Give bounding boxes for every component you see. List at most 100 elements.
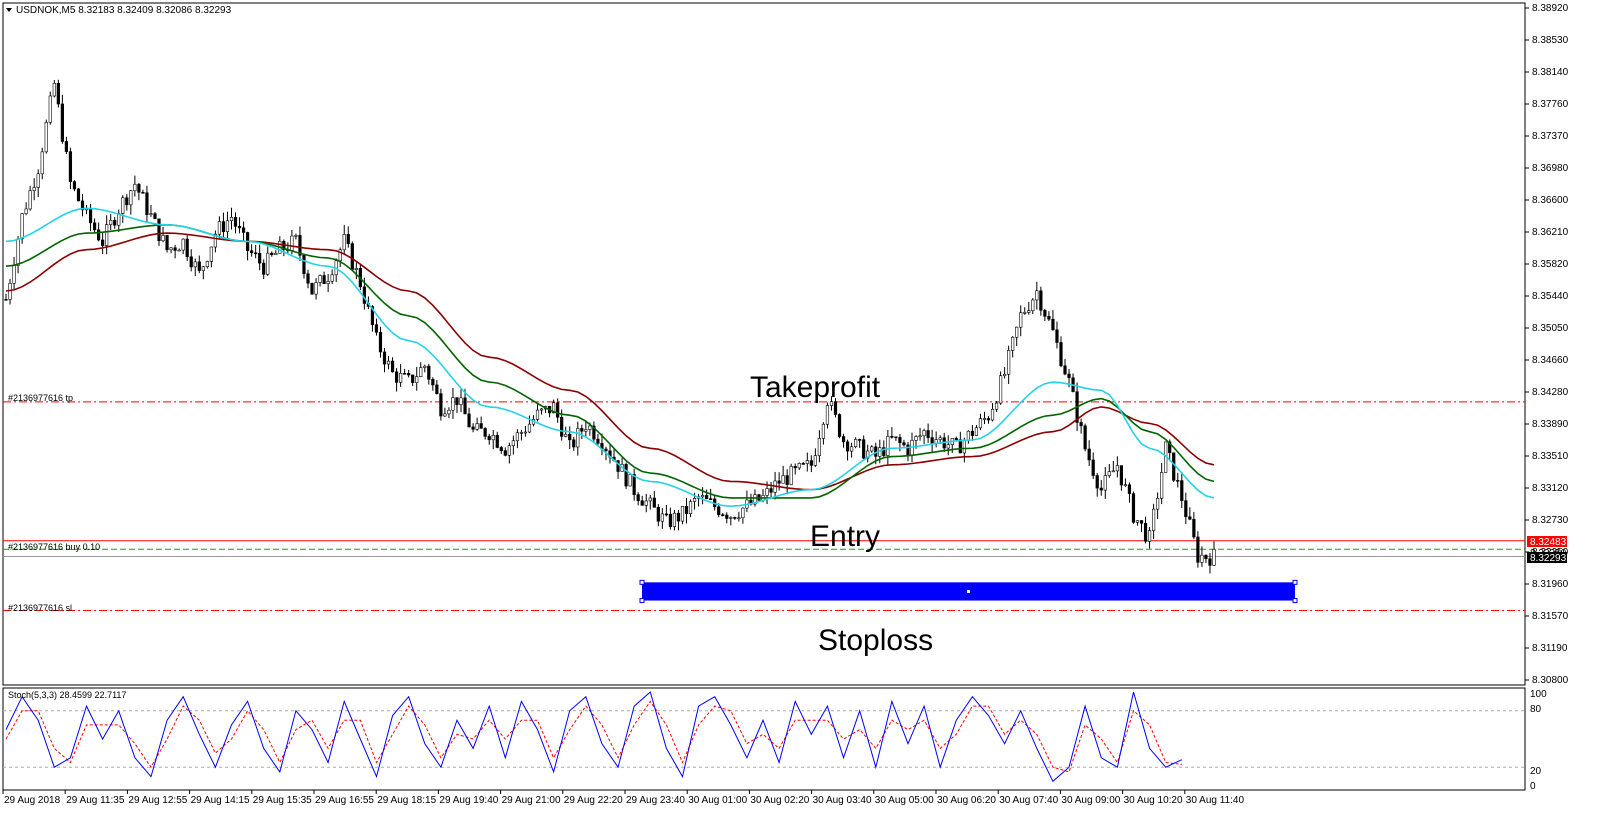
candle-body xyxy=(459,397,463,405)
time-tick-label: 29 Aug 21:00 xyxy=(502,795,561,806)
candle-body xyxy=(229,217,234,222)
candle-body xyxy=(978,418,983,429)
candle-body xyxy=(201,266,205,271)
candle-body xyxy=(564,433,568,437)
candle-body xyxy=(1035,290,1039,301)
candle-body xyxy=(825,405,830,425)
candle-body xyxy=(701,495,705,498)
candle-body xyxy=(809,460,813,466)
rectangle-handle[interactable] xyxy=(639,598,645,604)
candle-body xyxy=(1023,312,1027,314)
price-tick-label: 8.33890 xyxy=(1532,419,1569,430)
candle-body xyxy=(161,235,165,242)
time-tick-label: 30 Aug 11:40 xyxy=(1186,795,1245,806)
candle-body xyxy=(394,371,399,383)
candle-body xyxy=(684,505,689,515)
candle-body xyxy=(523,431,528,434)
candle-body xyxy=(1079,422,1083,427)
stoch-level-100: 100 xyxy=(1530,689,1547,700)
candle-body xyxy=(362,286,366,304)
candle-body xyxy=(882,447,886,456)
collapse-triangle-icon[interactable] xyxy=(6,8,12,12)
candle-body xyxy=(213,233,217,248)
time-tick-label: 29 Aug 23:40 xyxy=(626,795,685,806)
candle-body xyxy=(443,413,447,417)
candle-body xyxy=(467,413,471,428)
price-tick-label: 8.34660 xyxy=(1532,355,1569,366)
candle-body xyxy=(753,494,757,505)
candle-body xyxy=(648,497,652,502)
candle-body xyxy=(793,466,797,469)
rectangle-handle[interactable] xyxy=(1292,598,1298,604)
candle-body xyxy=(370,306,375,325)
candle-body xyxy=(165,235,169,251)
candle-body xyxy=(894,436,898,439)
candle-body xyxy=(350,243,354,270)
entry-price-tag-bg xyxy=(1527,536,1567,547)
time-tick-label: 29 Aug 16:55 xyxy=(315,795,374,806)
candle-body xyxy=(962,440,966,454)
candle-body xyxy=(515,432,519,442)
candle-body xyxy=(487,436,491,441)
candle-body xyxy=(777,480,781,484)
candle-body xyxy=(1188,516,1192,520)
candle-body xyxy=(125,197,129,206)
price-tick-label: 8.36210 xyxy=(1532,227,1569,238)
candle-body xyxy=(314,282,318,295)
candle-body xyxy=(974,427,979,436)
candle-body xyxy=(688,501,693,515)
price-axis: 8.38920 8.38530 8.38140 8.37760 8.37370 8.369… xyxy=(1525,3,1569,686)
candle-body xyxy=(177,249,181,252)
candle-body xyxy=(644,500,648,506)
candle-body xyxy=(354,268,358,270)
rectangle-handle[interactable] xyxy=(639,579,645,585)
candle-body xyxy=(1027,310,1031,313)
stop-zone[interactable] xyxy=(639,579,1298,604)
candle-body xyxy=(870,446,874,452)
candle-body xyxy=(1160,472,1164,499)
candle-body xyxy=(491,434,495,441)
candle-body xyxy=(105,224,109,246)
candle-body xyxy=(938,437,942,440)
candle-body xyxy=(672,512,677,527)
candle-body xyxy=(270,252,274,256)
candle-body xyxy=(640,500,644,506)
candle-body xyxy=(858,439,862,441)
candle-body xyxy=(966,430,970,441)
candle-body xyxy=(399,373,403,383)
candle-body xyxy=(898,437,902,443)
candle-body xyxy=(970,430,974,436)
candle-body xyxy=(185,238,189,258)
candle-body xyxy=(193,261,197,268)
candle-body xyxy=(1063,365,1067,375)
candle-body xyxy=(568,433,572,441)
current-price-tag-bg xyxy=(1527,552,1567,563)
candle-body xyxy=(958,439,962,454)
candle-body xyxy=(133,183,137,192)
candle-body xyxy=(592,425,596,440)
candle-body xyxy=(1176,480,1180,482)
candle-body xyxy=(1007,350,1011,375)
candle-body xyxy=(580,428,584,432)
time-tick-label: 29 Aug 19:40 xyxy=(439,795,498,806)
candle-body xyxy=(906,444,910,456)
candle-body xyxy=(145,192,149,215)
candle-body xyxy=(805,460,809,464)
rectangle-handle[interactable] xyxy=(1292,579,1298,585)
rectangle-handle[interactable] xyxy=(966,588,971,594)
candle-body xyxy=(721,514,725,516)
candle-body xyxy=(729,517,733,519)
candle-body xyxy=(849,446,854,452)
main-chart-frame xyxy=(2,2,1526,686)
price-tick-label: 8.33120 xyxy=(1532,483,1569,494)
candle-body xyxy=(765,488,769,496)
candle-body xyxy=(1011,336,1015,351)
candle-body xyxy=(32,187,36,191)
candle-body xyxy=(221,221,226,233)
stoploss-annotation: Stoploss xyxy=(818,624,933,657)
tp-line-label: #2136977616 tp xyxy=(8,393,73,403)
candle-body xyxy=(407,373,411,376)
candle-body xyxy=(922,430,926,437)
candle-body xyxy=(1111,470,1115,473)
candle-body xyxy=(386,360,391,365)
